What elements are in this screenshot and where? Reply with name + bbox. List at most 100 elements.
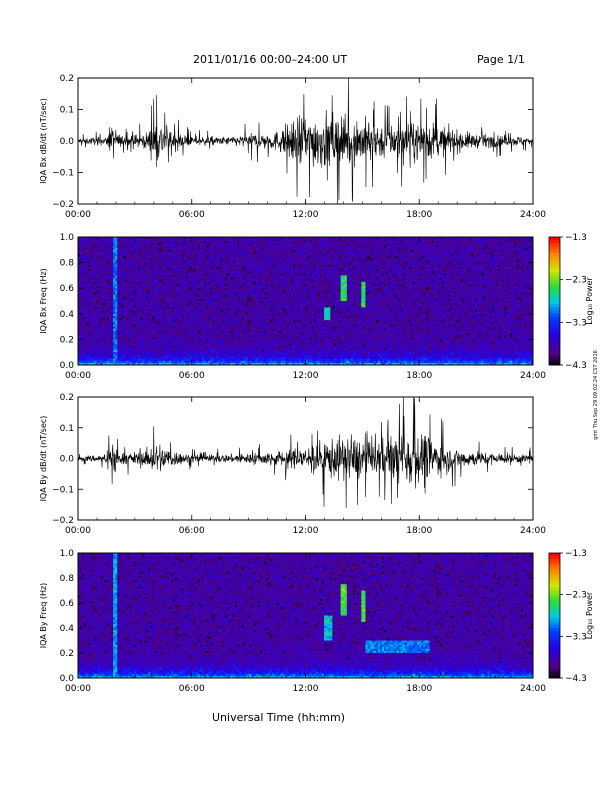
spectrogram-cell	[127, 294, 131, 298]
spectrogram-cell	[208, 303, 211, 306]
spectrogram-cell	[177, 328, 180, 332]
spectrogram-cell	[142, 254, 145, 257]
spectrogram-cell	[129, 294, 133, 298]
spectrogram-cell	[148, 350, 151, 353]
spectrogram-cell	[82, 326, 85, 330]
spectrogram-cell	[113, 241, 116, 244]
spectrogram-cell	[152, 237, 155, 240]
spectrogram-cell	[125, 247, 129, 251]
spectrogram-cell	[113, 288, 116, 291]
spectrogram-cell	[88, 279, 91, 283]
spectrogram-cell	[84, 341, 87, 345]
spectrogram-cell	[189, 339, 193, 342]
spectrogram-cell	[173, 305, 176, 308]
spectrogram-cell	[181, 347, 184, 351]
spectrogram-cell	[104, 283, 108, 287]
spectrogram-cell	[78, 269, 81, 272]
spectrogram-cell	[121, 286, 124, 289]
spectrogram-cell	[129, 307, 133, 310]
spectrogram-cell	[113, 347, 116, 351]
spectrogram-cell	[121, 245, 124, 249]
spectrogram-cell	[142, 313, 145, 317]
spectrogram-cell	[94, 243, 98, 246]
spectrogram-cell	[133, 298, 137, 302]
spectrogram-cell	[158, 343, 162, 347]
spectrogram-cell	[195, 360, 199, 364]
spectrogram-cell	[80, 286, 83, 289]
spectrogram-cell	[121, 281, 124, 285]
spectrogram-cell	[137, 296, 141, 300]
spectrogram-cell	[109, 290, 112, 293]
spectrogram-cell	[86, 360, 89, 364]
spectrogram-cell	[86, 352, 89, 355]
spectrogram-cell	[177, 245, 180, 249]
spectrogram-cell	[140, 320, 143, 323]
spectrogram-cell	[92, 313, 95, 317]
spectrogram-cell	[133, 266, 137, 270]
spectrogram-cell	[125, 237, 129, 240]
spectrogram-cell	[135, 281, 139, 285]
spectrogram-cell	[175, 237, 178, 240]
spectrogram-cell	[171, 320, 174, 323]
spectrogram-cell	[98, 266, 102, 270]
spectrogram-cell	[131, 360, 135, 364]
spectrogram-cell	[185, 241, 189, 244]
spectrogram-cell	[117, 249, 120, 253]
spectrogram-cell	[106, 239, 110, 242]
spectrogram-cell	[113, 237, 116, 240]
spectrogram-cell	[148, 309, 151, 313]
spectrogram-cell	[146, 249, 149, 253]
spectrogram-cell	[206, 309, 209, 313]
spectrogram-cell	[204, 237, 207, 240]
spectrogram-cell	[82, 330, 85, 334]
spectrogram-cell	[100, 260, 104, 263]
spectrogram-cell	[146, 271, 149, 274]
spectrogram-cell	[158, 271, 162, 274]
spectrogram-cell	[187, 290, 191, 293]
spectrogram-cell	[109, 258, 112, 261]
spectrogram-cell	[140, 335, 143, 338]
spectrogram-cell	[84, 339, 87, 342]
spectrogram-cell	[137, 258, 141, 261]
spectrogram-cell	[127, 237, 131, 240]
spectrogram-cell	[181, 292, 184, 295]
spectrogram-cell	[86, 260, 89, 263]
spectrogram-cell	[102, 305, 106, 308]
spectrogram-cell	[193, 243, 197, 246]
spectrogram-cell	[191, 322, 195, 325]
spectrogram-cell	[142, 335, 145, 338]
spectrogram-cell	[181, 281, 184, 285]
spectrogram-cell	[100, 288, 104, 291]
spectrogram-cell	[86, 322, 89, 325]
spectrogram-cell	[177, 298, 180, 302]
spectrogram-cell	[102, 266, 106, 270]
spectrogram-cell	[80, 311, 83, 315]
spectrogram-cell	[100, 318, 104, 321]
spectrogram-cell	[169, 283, 172, 287]
spectrogram-cell	[183, 296, 186, 300]
spectrogram-cell	[135, 269, 139, 272]
spectrogram-cell	[90, 341, 93, 345]
spectrogram-cell	[98, 333, 102, 336]
spectrogram-cell	[127, 301, 131, 304]
spectrogram-cell	[208, 262, 211, 266]
spectrogram-cell	[197, 345, 201, 349]
spectrogram-cell	[146, 313, 149, 317]
spectrogram-cell	[119, 328, 122, 332]
spectrogram-cell	[117, 273, 120, 276]
spectrogram-cell	[137, 322, 141, 325]
spectrogram-cell	[127, 305, 131, 308]
spectrogram-cell	[187, 318, 191, 321]
spectrogram-cell	[187, 305, 191, 308]
spectrogram-cell	[191, 239, 195, 242]
spectrogram-cell	[80, 281, 83, 285]
spectrogram-cell	[100, 273, 104, 276]
spectrogram-cell	[94, 356, 98, 359]
spectrogram-cell	[137, 326, 141, 330]
spectrogram-cell	[113, 358, 116, 362]
spectrogram-cell	[129, 305, 133, 308]
spectrogram-cell	[133, 335, 137, 338]
spectrogram-cell	[185, 245, 189, 249]
spectrogram-cell	[135, 241, 139, 244]
spectrogram-cell	[106, 322, 110, 325]
